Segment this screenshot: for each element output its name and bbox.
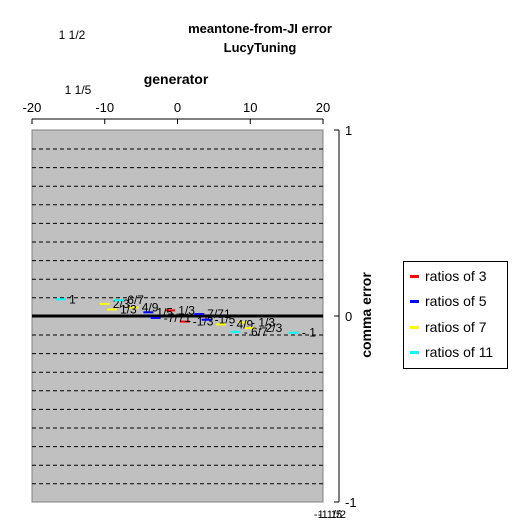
data-label-s0-p0: 1/3 — [178, 303, 195, 317]
data-label-s3-p3: - 1 — [302, 326, 316, 340]
legend-swatch-ratios-of-11 — [410, 350, 419, 354]
x-tick-label-2: 0 — [174, 100, 181, 115]
y-axis-title: comma error — [358, 272, 374, 358]
data-label-s3-p2: - 6/7 — [244, 325, 268, 339]
x-tick-label-4: 20 — [316, 100, 330, 115]
x-tick-label-3: 10 — [243, 100, 257, 115]
stray-label-top-1: 1 1/2 — [59, 28, 86, 42]
data-label-s1-p2: -7/71 — [164, 311, 192, 325]
legend-swatch-ratios-of-5 — [410, 299, 419, 303]
chart-title: meantone-from-JI error — [188, 21, 332, 36]
legend-swatch-ratios-of-3 — [410, 274, 419, 278]
legend-label-ratios-of-5: ratios of 5 — [425, 293, 487, 309]
data-label-s3-p1: 6/7 — [127, 293, 144, 307]
x-tick-label-0: -20 — [23, 100, 42, 115]
legend-item-ratios-of-5: ratios of 5 — [410, 292, 486, 310]
legend-label-ratios-of-11: ratios of 11 — [425, 344, 494, 360]
data-label-s0-p1: -1/3 — [193, 315, 214, 329]
stray-label-top-2: 1 1/5 — [65, 83, 92, 97]
stray-label-bottom-1: -1 1/5 — [314, 509, 342, 521]
y-tick-label-1: 0 — [345, 309, 352, 324]
y-tick-label-2: -1 — [345, 495, 357, 510]
legend-label-ratios-of-3: ratios of 3 — [425, 268, 487, 284]
data-label-s2-p2: 1/3 — [120, 303, 137, 317]
data-label-s1-p3: -1/5 — [215, 313, 236, 327]
chart-subtitle: LucyTuning — [224, 40, 297, 55]
y-tick-label-0: 1 — [345, 123, 352, 138]
data-label-s2-p3: - 1/3 — [251, 316, 275, 330]
x-axis-title: generator — [144, 71, 209, 87]
data-label-s1-p0: 1/5 — [156, 305, 173, 319]
legend-item-ratios-of-7: ratios of 7 — [410, 318, 486, 336]
legend-item-ratios-of-11: ratios of 11 — [410, 343, 493, 361]
data-label-s3-p0: 1 — [69, 292, 76, 306]
data-label-s2-p1: 4/9 — [142, 301, 159, 315]
legend-label-ratios-of-7: ratios of 7 — [425, 319, 487, 335]
legend-swatch-ratios-of-7 — [410, 325, 419, 329]
data-label-s1-p1: 7/71 — [207, 307, 231, 321]
x-tick-label-1: -10 — [95, 100, 114, 115]
stray-label-bottom-2: -1 1/2 — [318, 509, 346, 521]
chart-legend: ratios of 3 ratios of 5 ratios of 7 rati… — [403, 261, 508, 369]
data-label-s2-p5: - 2/3 — [258, 321, 282, 335]
legend-item-ratios-of-3: ratios of 3 — [410, 267, 486, 285]
